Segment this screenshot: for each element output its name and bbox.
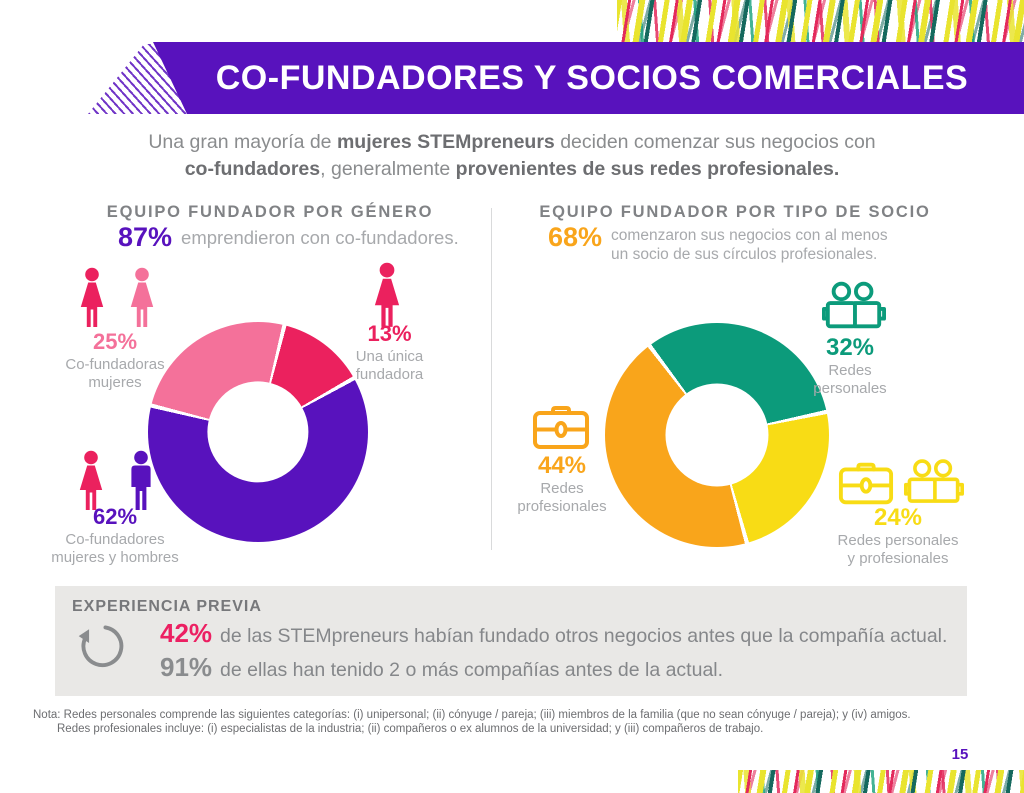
caption-line: Co-fundadores — [65, 531, 165, 548]
intro-paragraph: Una gran mayoría de mujeres STEMpreneurs… — [0, 129, 1024, 183]
gender-chart-title: EQUIPO FUNDADOR POR GÉNERO — [106, 203, 434, 221]
caption-line: profesionales — [517, 498, 607, 515]
exp-stat2-value: 91% — [160, 652, 213, 682]
partner-chart-title: EQUIPO FUNDADOR POR TIPO DE SOCIO — [539, 203, 931, 221]
caption-line: Co-fundadoras — [65, 356, 165, 373]
footnote-line-1: Nota: Redes personales comprende las sig… — [33, 709, 911, 721]
intro-text-bold: provenientes de sus redes profesionales. — [455, 158, 840, 180]
caption-line: y profesionales — [847, 550, 949, 567]
caption-line: Una única — [355, 348, 424, 365]
page-title: CO-FUNDADORES Y SOCIOS COMERCIALES — [215, 58, 969, 97]
two-people-icon — [822, 281, 886, 329]
profesionales-caption: Redes profesionales — [487, 480, 637, 516]
briefcase-icon — [838, 462, 894, 505]
man-icon — [131, 450, 151, 510]
paint-decoration-top — [617, 0, 1024, 43]
personales-caption: Redes personales — [775, 362, 925, 398]
stat-text-line: un socio de sus círculos profesionales. — [611, 246, 878, 263]
partner-donut-chart — [605, 323, 829, 547]
intro-line-1: Una gran mayoría de mujeres STEMpreneurs… — [0, 129, 1024, 156]
circular-arrow-icon — [77, 620, 127, 677]
experience-stat-2: 91% de ellas han tenido 2 o más compañía… — [160, 652, 723, 683]
gender-stat-value: 87% — [118, 222, 173, 252]
intro-line-2: co-fundadores, generalmente provenientes… — [0, 156, 1024, 183]
two-people-icon — [904, 459, 964, 503]
partner-stat-text: comenzaron sus negocios con al menos un s… — [611, 226, 888, 264]
mixto-pct: 62% — [92, 504, 138, 529]
mixed-network-icons — [838, 457, 964, 507]
woman-icon — [374, 262, 400, 327]
personales-pct: 32% — [825, 334, 875, 361]
intro-text: deciden comenzar sus negocios con — [554, 131, 876, 153]
caption-line: mujeres — [88, 374, 142, 391]
paint-decoration-bottom — [738, 770, 1024, 793]
mixto-caption: Co-fundadores mujeres y hombres — [25, 531, 205, 567]
woman-icon — [80, 267, 104, 327]
caption-line: personales — [813, 380, 887, 397]
redes-profesionales-label: 44% Redes profesionales — [487, 454, 637, 516]
stat-text-line: comenzaron sus negocios con al menos — [611, 227, 888, 244]
intro-text-bold: mujeres STEMpreneurs — [336, 131, 555, 153]
unica-pct: 13% — [367, 321, 412, 346]
redes-personales-label: 32% Redes personales — [775, 336, 925, 398]
caption-line: fundadora — [355, 366, 424, 383]
exp-stat2-text: de ellas han tenido 2 o más compañías an… — [220, 659, 724, 681]
gender-donut-chart — [148, 322, 368, 542]
two-women-icon — [74, 267, 160, 329]
partner-stat-value: 68% — [548, 222, 603, 252]
personal-network-icon — [822, 278, 886, 334]
exp-stat1-text: de las STEMpreneurs habían fundado otros… — [220, 625, 948, 647]
gender-chart-stat: 87% emprendieron con co-fundadores. — [118, 222, 459, 252]
professional-network-icon — [532, 402, 590, 452]
woman-icon — [130, 267, 154, 327]
unica-caption: Una única fundadora — [332, 348, 447, 384]
partner-chart-stat: 68% comenzaron sus negocios con al menos… — [548, 224, 888, 264]
briefcase-icon — [533, 406, 589, 449]
experience-box: EXPERIENCIA PREVIA 42% de las STEMpreneu… — [55, 586, 967, 696]
intro-text: Una gran mayoría de — [148, 131, 337, 153]
donut-hole — [207, 381, 309, 483]
footnote: Nota: Redes personales comprende las sig… — [33, 708, 993, 736]
redes-mixtas-label: 24% Redes personales y profesionales — [818, 506, 978, 568]
exp-stat1-value: 42% — [160, 618, 213, 648]
caption-line: mujeres y hombres — [51, 549, 179, 566]
cofundadoras-pct: 25% — [92, 329, 138, 354]
cofundadores-mixto-label: 62% Co-fundadores mujeres y hombres — [25, 505, 205, 567]
woman-icon — [79, 450, 103, 510]
mixtas-pct: 24% — [873, 504, 923, 531]
experience-stat-1: 42% de las STEMpreneurs habían fundado o… — [160, 618, 947, 649]
section-divider — [491, 208, 492, 550]
caption-line: Redes — [828, 362, 872, 379]
title-banner: CO-FUNDADORES Y SOCIOS COMERCIALES — [153, 42, 1024, 114]
page-number: 15 — [951, 746, 969, 763]
gender-stat-text: emprendieron con co-fundadores. — [181, 227, 459, 248]
cofundadoras-label: 25% Co-fundadoras mujeres — [35, 330, 195, 392]
profesionales-pct: 44% — [537, 452, 587, 479]
footnote-line-2: Redes profesionales incluye: (i) especia… — [57, 723, 764, 735]
caption-line: Redes personales — [837, 532, 959, 549]
mixtas-caption: Redes personales y profesionales — [818, 532, 978, 568]
caption-line: Redes — [540, 480, 584, 497]
intro-text-bold: co-fundadores — [184, 158, 321, 180]
donut-hole — [665, 383, 769, 487]
woman-man-icon — [73, 450, 159, 512]
experience-title: EXPERIENCIA PREVIA — [72, 598, 262, 615]
single-woman-icon — [367, 262, 407, 329]
unica-fundadora-label: 13% Una única fundadora — [332, 322, 447, 384]
intro-text: , generalmente — [320, 158, 456, 180]
cofundadoras-caption: Co-fundadoras mujeres — [35, 356, 195, 392]
